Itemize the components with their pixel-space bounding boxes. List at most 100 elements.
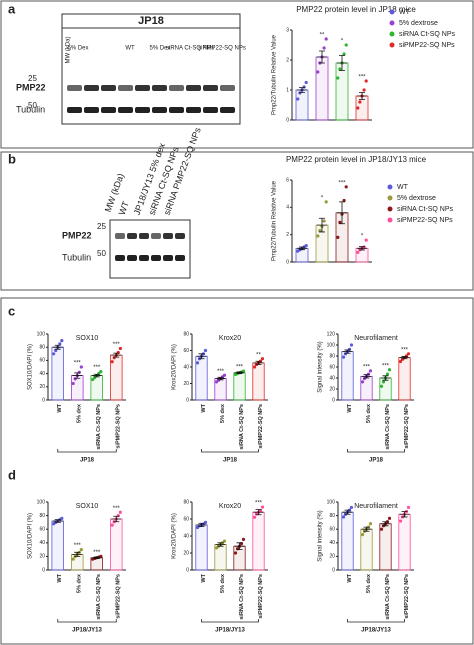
blot-band <box>203 107 218 113</box>
error-bar <box>234 371 245 374</box>
legend-label: siRNA Ct-SQ NPs <box>397 206 454 213</box>
significance: * <box>361 234 364 240</box>
bar <box>233 372 246 401</box>
legend-marker <box>387 184 393 190</box>
blot-band <box>101 107 116 113</box>
significance: *** <box>113 342 121 348</box>
blot-band <box>139 233 149 239</box>
y-tick-label: 40 <box>329 540 335 546</box>
blot-band <box>118 85 133 91</box>
marker-label: 25 <box>97 222 106 231</box>
data-point <box>222 539 227 543</box>
x-tick-label: siPMP22-SQ NPs <box>258 404 264 449</box>
data-point <box>260 505 265 509</box>
panel-letter: a <box>8 1 16 16</box>
chart-title: Neurofilament <box>354 335 398 342</box>
blot-band <box>163 233 173 239</box>
data-point <box>398 519 403 523</box>
data-point <box>203 348 208 353</box>
error-bar <box>317 217 327 233</box>
y-axis-label: Pmp22/Tubulin Relative Value <box>272 34 278 115</box>
y-axis-label: Krox20/DAPI (%) <box>172 513 178 559</box>
legend-label: WT <box>399 9 411 16</box>
blot-band <box>169 107 184 113</box>
significance: *** <box>358 75 366 81</box>
y-tick-label: 100 <box>37 499 46 505</box>
error-bar <box>52 344 63 350</box>
blot-band <box>186 107 201 113</box>
data-point <box>379 384 384 388</box>
blot-band <box>127 255 137 261</box>
x-tick-label: WT <box>57 573 63 582</box>
data-point <box>112 356 116 360</box>
chart-title: SOX10 <box>76 503 99 510</box>
legend-label: 5% dextrose <box>399 20 438 27</box>
lane-label: siRNA Ct-SQ NPs <box>166 46 214 52</box>
significance: *** <box>401 347 409 353</box>
data-point <box>379 527 384 531</box>
y-tick-label: 1 <box>286 87 289 93</box>
error-bar <box>91 373 102 378</box>
data-point <box>318 228 322 233</box>
x-tick-label: siPMP22-SQ NPs <box>258 574 264 619</box>
blot-band <box>186 85 201 91</box>
y-tick-label: 20 <box>39 554 45 560</box>
data-point <box>233 551 238 555</box>
data-point <box>356 106 360 110</box>
blot-band <box>139 255 149 261</box>
group-label: JP18/JY13 <box>361 628 391 634</box>
data-point <box>341 515 346 519</box>
x-tick-label: WT <box>57 403 63 412</box>
lane-label: WT <box>117 199 131 216</box>
significance: *** <box>255 501 263 507</box>
error-bar <box>337 55 347 71</box>
data-point <box>241 369 246 373</box>
y-tick-label: 60 <box>39 358 45 364</box>
x-tick-label: siPMP22-SQ NPs <box>404 574 410 619</box>
panel-a-frame <box>0 0 474 149</box>
group-label: JP18/JY13 <box>215 628 245 634</box>
data-point <box>322 219 326 223</box>
group-label: JP18/JY13 <box>72 628 102 634</box>
error-bar <box>297 246 307 251</box>
bar <box>379 377 392 401</box>
data-point <box>79 365 83 369</box>
data-point <box>342 198 346 203</box>
x-tick-label: siPMP22-SQ NPs <box>404 404 410 449</box>
panel-cd-frame <box>0 297 474 645</box>
error-bar <box>52 519 63 523</box>
error-bar <box>380 375 391 381</box>
error-bar <box>337 201 347 225</box>
error-bar <box>253 360 264 365</box>
x-tick-label: 5% dex <box>220 573 226 593</box>
row-label: PMP22 <box>16 82 46 92</box>
significance: *** <box>236 365 244 371</box>
data-point <box>304 80 308 85</box>
blot-band <box>84 107 99 113</box>
data-point <box>296 97 300 101</box>
data-point <box>52 352 56 356</box>
data-point <box>79 548 83 552</box>
blot-band <box>175 233 185 239</box>
bar <box>315 56 329 121</box>
y-tick-label: 3 <box>286 27 289 33</box>
data-point <box>110 360 114 364</box>
x-tick-label: siRNA Ct-SQ NPs <box>239 574 245 620</box>
error-bar <box>111 515 122 523</box>
chart-title: Neurofilament <box>354 503 398 510</box>
y-tick-label: 60 <box>329 527 335 533</box>
data-point <box>336 235 340 239</box>
x-tick-label: 5% dex <box>366 573 372 593</box>
data-point <box>344 185 348 189</box>
y-tick-label: 80 <box>183 499 189 505</box>
significance: * <box>341 39 344 45</box>
data-point <box>362 88 366 92</box>
y-axis-label: Pmp22/Tubulin Relative Value <box>272 180 278 261</box>
data-point <box>116 350 120 355</box>
significance: * <box>321 195 324 201</box>
data-point <box>222 373 227 377</box>
y-tick-label: 120 <box>327 331 336 337</box>
x-tick-label: siRNA Ct-SQ NPs <box>385 404 391 450</box>
chart-title: SOX10 <box>76 335 99 342</box>
